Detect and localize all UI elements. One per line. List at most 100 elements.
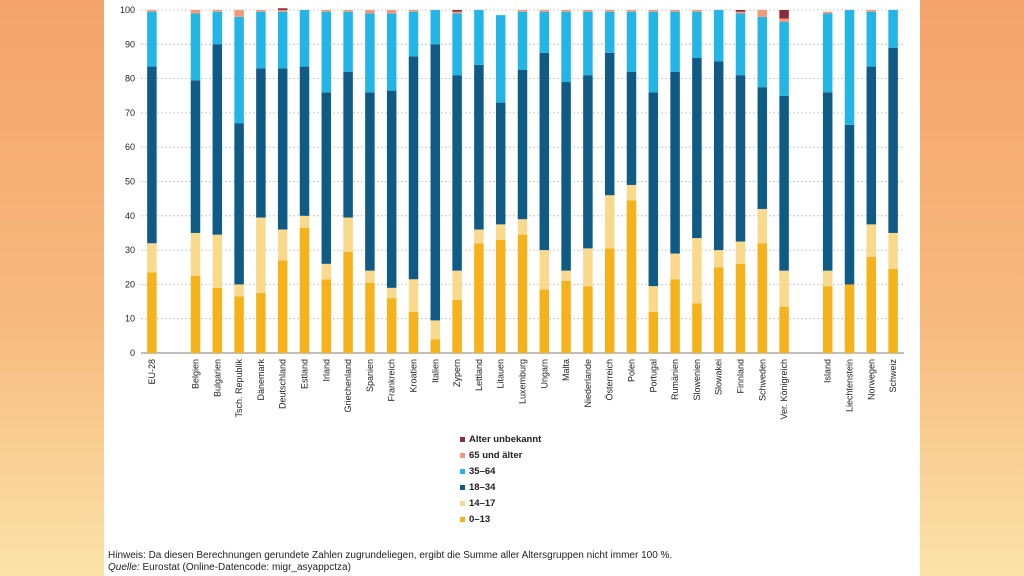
- bar-segment: [495, 102, 506, 225]
- bar-segment: [735, 241, 746, 264]
- bar-segment: [386, 10, 397, 14]
- bar-segment: [299, 227, 310, 353]
- bar-segment: [234, 10, 244, 17]
- bar-segment: [735, 11, 746, 14]
- bar-segment: [757, 10, 768, 17]
- bar-segment: [604, 10, 615, 12]
- bar-segment: [692, 58, 702, 239]
- bar-segment: [648, 92, 659, 287]
- x-tick-label: Italien: [430, 359, 440, 383]
- bar-segment: [844, 10, 855, 125]
- legend-item: 18–34: [460, 479, 541, 495]
- x-tick-label: Polen: [627, 359, 637, 382]
- x-tick-label: Ver. Königreich: [779, 359, 789, 420]
- bar-segment: [888, 10, 898, 48]
- bar-segment: [430, 10, 441, 45]
- bar-segment: [539, 52, 550, 251]
- bar-segment: [452, 10, 462, 12]
- x-tick-label: Belgien: [191, 359, 201, 389]
- bar-segment: [212, 44, 223, 235]
- bar-segment: [735, 13, 746, 76]
- bar-segment: [583, 11, 593, 76]
- bar-segment: [844, 284, 855, 353]
- legend-label: 14–17: [469, 497, 496, 509]
- legend-label: 65 und älter: [469, 449, 523, 461]
- y-tick-label: 60: [125, 142, 135, 152]
- bar-segment: [517, 70, 528, 220]
- bar-segment: [626, 71, 637, 185]
- x-tick-label: Bulgarien: [212, 359, 222, 397]
- bar-segment: [604, 195, 615, 249]
- bar-segment: [212, 287, 223, 353]
- bar-segment: [299, 215, 310, 228]
- bar-segment: [408, 11, 419, 57]
- legend-label: 0–13: [469, 513, 491, 525]
- bar-segment: [779, 10, 789, 19]
- bar-segment: [365, 282, 375, 353]
- legend-swatch: [460, 468, 465, 474]
- x-tick-label: Slowenien: [692, 359, 702, 401]
- bar-segment: [495, 239, 506, 353]
- bar-segment: [408, 10, 419, 12]
- footnote: Hinweis: Da diesen Berechnungen gerundet…: [108, 550, 672, 574]
- x-tick-label: Norwegen: [866, 359, 876, 400]
- y-tick-label: 80: [125, 74, 135, 84]
- y-tick-label: 70: [125, 108, 135, 118]
- bar-segment: [386, 287, 397, 299]
- bar-segment: [386, 13, 397, 91]
- bar-segment: [517, 234, 528, 353]
- y-tick-label: 10: [125, 314, 135, 324]
- bar-segment: [561, 270, 571, 281]
- chart-panel: 0 10 20 30 40 50 60 70 80 90 100 EU-28 Belgien Bulgar…: [104, 0, 920, 576]
- bar-segment: [779, 306, 789, 353]
- bar-segment: [735, 10, 746, 12]
- bar-segment: [212, 11, 223, 45]
- bar-segment: [386, 298, 397, 353]
- legend-item: 35–64: [460, 463, 541, 479]
- bar-segment: [234, 284, 244, 297]
- bar-segment: [277, 260, 288, 353]
- bar-segment: [866, 66, 877, 225]
- x-tick-label: Spanien: [365, 359, 375, 392]
- bar-segment: [277, 229, 288, 261]
- bar-segment: [604, 11, 615, 53]
- bar-segment: [234, 16, 244, 124]
- bar-segment: [212, 234, 223, 288]
- bar-segment: [713, 267, 724, 353]
- bar-segment: [452, 75, 462, 271]
- x-tick-label: Tsch. Republik: [234, 359, 244, 418]
- x-tick-label: Finnland: [736, 359, 746, 394]
- bar-segment: [256, 217, 266, 293]
- x-tick-label: Zypern: [452, 359, 462, 387]
- bar-segment: [256, 68, 266, 218]
- x-tick-label: Luxemburg: [518, 359, 528, 404]
- bar-segment: [365, 92, 375, 271]
- stacked-bar-chart: 0 10 20 30 40 50 60 70 80 90 100 EU-28 Belgien Bulgar…: [120, 5, 904, 420]
- y-tick-label: 40: [125, 211, 135, 221]
- bar-segment: [343, 11, 353, 72]
- bar-segment: [583, 286, 593, 353]
- bar-segment: [757, 87, 768, 209]
- bar-segment: [343, 10, 353, 12]
- bar-segment: [692, 238, 702, 304]
- bar-segment: [517, 219, 528, 235]
- bar-segment: [822, 286, 833, 353]
- legend-item: 0–13: [460, 511, 541, 527]
- x-tick-label: Lettland: [474, 359, 484, 391]
- bar-segment: [190, 275, 201, 353]
- bar-segment: [561, 280, 571, 353]
- bar-segment: [430, 44, 441, 321]
- bar-segment: [539, 11, 550, 53]
- bar-segment: [299, 10, 310, 67]
- x-tick-label: EU-28: [147, 359, 157, 385]
- x-tick-label: Frankreich: [387, 359, 397, 402]
- bar-segment: [692, 303, 702, 353]
- bar-segment: [474, 243, 484, 353]
- bar-segment: [321, 11, 332, 93]
- bar-segment: [474, 229, 484, 244]
- y-tick-label: 20: [125, 279, 135, 289]
- x-tick-label: Slowakei: [714, 359, 724, 395]
- bar-segment: [517, 11, 528, 71]
- bar-segment: [779, 95, 789, 271]
- bar-segment: [343, 217, 353, 252]
